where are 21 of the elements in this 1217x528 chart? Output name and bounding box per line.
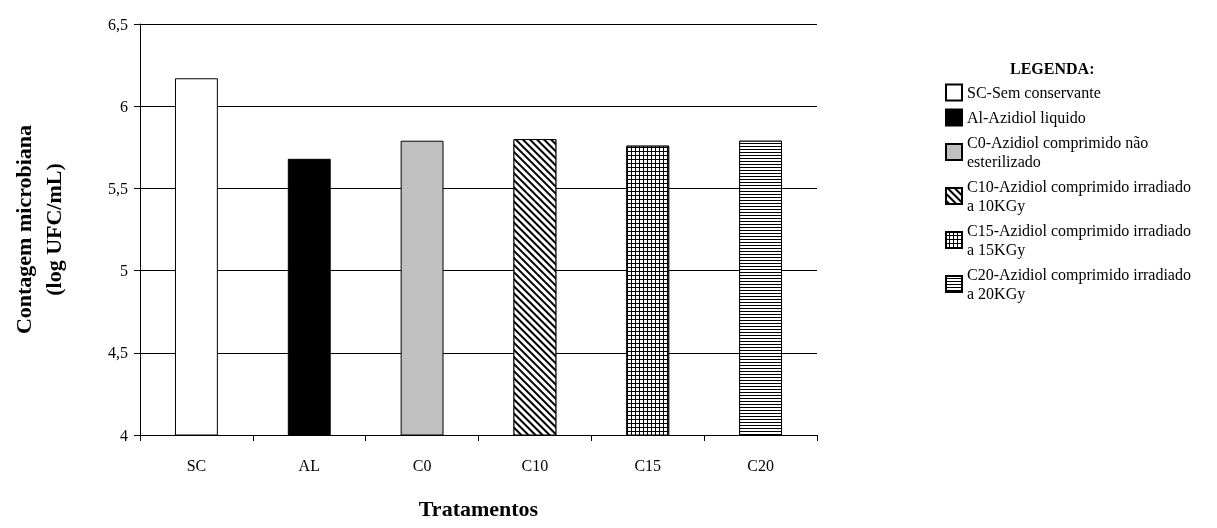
y-tick-label: 6 (120, 97, 128, 115)
x-tick-label: SC (186, 456, 207, 474)
x-tick-label: AL (298, 456, 320, 474)
y-tick-label: 5,5 (108, 179, 128, 197)
legend-label: C15-Azidiol comprimido irradiado a 15KGy (967, 222, 1195, 259)
y-axis-title: Contagem microbiana (log UFC/mL) (10, 124, 66, 335)
y-tick-label: 6,5 (108, 15, 128, 33)
x-tick-label: C10 (521, 456, 549, 474)
legend-label: C10-Azidiol comprimido irradiado a 10KGy (967, 178, 1195, 215)
legend-label: SC-Sem conservante (967, 84, 1101, 101)
legend-label: C20-Azidiol comprimido irradiado a 20KGy (967, 266, 1195, 303)
x-tick-label: C0 (412, 456, 432, 474)
y-tick-label: 4,5 (108, 344, 128, 362)
x-tick-label: C15 (634, 456, 662, 474)
x-axis-title: Tratamentos (418, 495, 539, 521)
legend-label: Al-Azidiol liquido (967, 109, 1086, 127)
x-tick-label: C20 (747, 456, 774, 474)
legend-label: C0-Azidiol comprimido não esterilizado (967, 134, 1153, 170)
y-tick-label: 5 (120, 262, 128, 280)
legend-title: LEGENDA: (1010, 59, 1095, 77)
y-tick-label: 4 (120, 426, 128, 444)
